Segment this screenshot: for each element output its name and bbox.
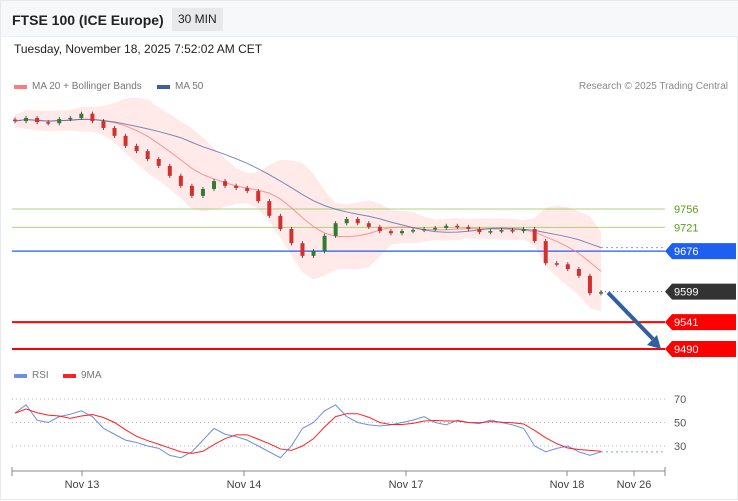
level-label-9541: 9541: [674, 317, 698, 329]
candle: [433, 227, 438, 230]
candle: [245, 187, 250, 192]
level-tag-9676: [665, 243, 736, 260]
level-label-9490: 9490: [674, 344, 698, 356]
level-label-9599: 9599: [674, 287, 698, 299]
ma20-swatch: [14, 84, 27, 89]
candle: [366, 223, 371, 227]
candle: [510, 230, 515, 232]
candle: [399, 231, 404, 234]
rsi-label: RSI: [32, 370, 49, 381]
candle: [477, 229, 482, 233]
candle: [411, 230, 416, 232]
x-tick-label: Nov 13: [65, 479, 100, 491]
candle: [223, 181, 228, 186]
ma50-label: MA 50: [175, 81, 204, 92]
candle: [599, 292, 603, 294]
candle: [101, 121, 106, 128]
bollinger-bands: [15, 97, 601, 312]
timeframe-button[interactable]: 30 MIN: [172, 8, 223, 31]
datetime: Tuesday, November 18, 2025 7:52:02 AM CE…: [14, 42, 263, 56]
candle: [521, 229, 526, 232]
ma50-swatch: [157, 84, 170, 89]
candle: [178, 175, 183, 186]
candle: [24, 117, 29, 122]
candle: [565, 264, 570, 269]
candle: [134, 145, 139, 152]
candle: [90, 113, 95, 122]
x-tick-label: Nov 18: [550, 479, 585, 491]
candle: [444, 225, 449, 228]
candle: [256, 191, 261, 202]
candle: [576, 269, 581, 276]
level-tag-9541: [665, 314, 736, 331]
candle: [156, 159, 161, 166]
candle: [455, 225, 460, 228]
rsi-ma-line: [14, 408, 602, 454]
header: FTSE 100 (ICE Europe) 30 MIN: [1, 1, 738, 37]
x-tick-label: Nov 26: [617, 479, 652, 491]
legend-rsi: RSI: [14, 370, 49, 381]
candle: [68, 117, 73, 120]
level-label-9756: 9756: [674, 204, 698, 216]
instrument-title: FTSE 100 (ICE Europe): [12, 12, 164, 28]
candle: [355, 219, 360, 224]
candle: [300, 243, 305, 256]
candle: [212, 181, 217, 189]
candle: [200, 189, 205, 196]
candle: [112, 127, 117, 136]
level-tag-9599: [665, 283, 736, 300]
level-tag-9490: [665, 341, 736, 357]
ma20-label: MA 20 + Bollinger Bands: [32, 81, 142, 92]
candle: [289, 229, 294, 244]
rsi-tick: 50: [674, 418, 686, 430]
candle: [377, 226, 382, 232]
rsi-ma-swatch: [63, 373, 76, 378]
candle: [532, 229, 537, 242]
candle: [488, 231, 493, 233]
candle: [554, 263, 559, 265]
forecast-arrow: [606, 291, 655, 341]
candle: [311, 251, 316, 256]
candle: [388, 231, 393, 234]
candle: [422, 229, 427, 231]
legend-ma50: MA 50: [157, 81, 203, 92]
credit: Research © 2025 Trading Central: [578, 81, 728, 92]
candle: [79, 113, 84, 118]
forecast-arrow-head: [647, 335, 661, 349]
level-label-9676: 9676: [674, 246, 698, 258]
ma20-line: [14, 118, 602, 272]
candle: [35, 117, 40, 123]
candle: [333, 223, 338, 236]
rsi-ma-label: 9MA: [81, 370, 102, 381]
rsi-tick: 70: [674, 394, 686, 406]
x-tick-label: Nov 14: [227, 479, 262, 491]
candle: [466, 226, 471, 229]
candle: [278, 215, 283, 229]
candle: [322, 235, 327, 252]
candle: [344, 219, 349, 224]
candle: [57, 119, 62, 124]
ma50-line: [14, 118, 602, 249]
rsi-tick: 30: [674, 441, 686, 453]
candle: [167, 165, 172, 176]
candle: [123, 135, 128, 146]
candle: [145, 151, 150, 159]
legend-rsi-ma: 9MA: [63, 370, 102, 381]
candle: [13, 119, 17, 122]
candle: [267, 201, 272, 216]
candle: [46, 122, 51, 124]
legend-ma20: MA 20 + Bollinger Bands: [14, 81, 142, 92]
level-label-9721: 9721: [674, 222, 698, 234]
x-tick-label: Nov 17: [389, 479, 424, 491]
rsi-line: [14, 404, 602, 459]
candle: [499, 230, 504, 232]
candle: [234, 185, 239, 188]
rsi-swatch: [14, 373, 27, 378]
candle: [543, 241, 548, 264]
candle: [189, 185, 194, 196]
candle: [587, 275, 592, 294]
